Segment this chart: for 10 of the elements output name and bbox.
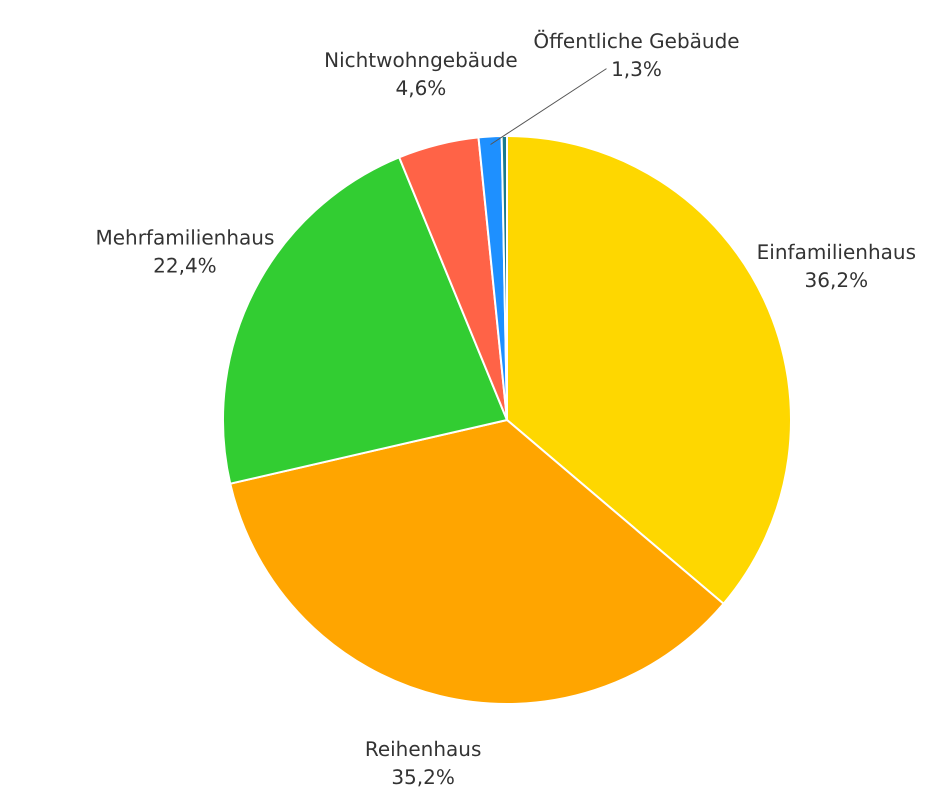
slice-label: Öffentliche Gebäude xyxy=(533,28,740,53)
data-label: 4,6% xyxy=(395,76,446,100)
slice-label: Mehrfamilienhaus xyxy=(95,226,274,250)
data-label: 22,4% xyxy=(153,254,217,278)
data-label: 35,2% xyxy=(391,764,455,789)
slice-label: Reihenhaus xyxy=(364,736,482,761)
slice-label: Einfamilienhaus xyxy=(756,240,916,264)
slice-label: Nichtwohngebäude xyxy=(324,48,518,72)
data-label: 1,3% xyxy=(611,56,662,81)
data-label: 36,2% xyxy=(804,268,868,292)
